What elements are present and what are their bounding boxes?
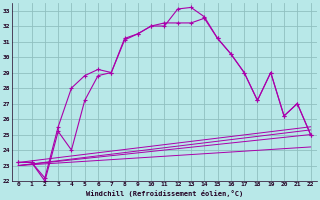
X-axis label: Windchill (Refroidissement éolien,°C): Windchill (Refroidissement éolien,°C) xyxy=(86,190,243,197)
